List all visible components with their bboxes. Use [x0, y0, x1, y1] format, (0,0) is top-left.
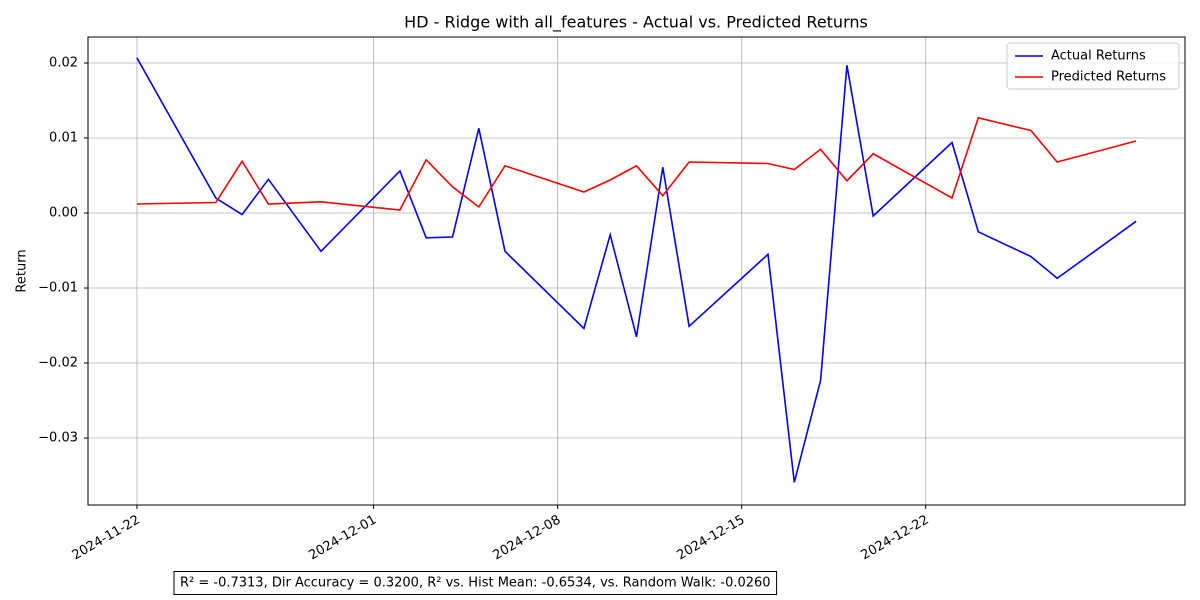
annotation-box [173, 571, 778, 595]
chart-title: HD - Ridge with all_features - Actual vs… [404, 13, 868, 33]
legend-box [1006, 42, 1180, 90]
x-tick-label: 2024-12-15 [675, 513, 748, 564]
x-tick-label: 2024-12-22 [859, 513, 932, 564]
y-tick-label: 0.01 [49, 131, 78, 146]
y-tick-label: −0.03 [38, 431, 78, 446]
y-tick-label: 0.00 [49, 206, 78, 221]
y-axis-label: Return [15, 249, 30, 292]
y-tick-label: −0.02 [38, 356, 78, 371]
data-line [136, 57, 1137, 483]
legend-label: Actual Returns [1051, 49, 1146, 64]
data-line [136, 116, 1137, 211]
x-tick-label: 2024-12-08 [490, 513, 563, 564]
plot-frame [87, 36, 1186, 506]
x-tick-label: 2024-12-01 [306, 513, 379, 564]
annotation: R² = -0.7313, Dir Accuracy = 0.3200, R² … [180, 576, 771, 591]
y-tick-label: 0.02 [49, 56, 78, 71]
x-tick-label: 2024-11-22 [70, 513, 143, 564]
legend-label: Predicted Returns [1051, 70, 1166, 85]
y-tick-label: −0.01 [38, 281, 78, 296]
